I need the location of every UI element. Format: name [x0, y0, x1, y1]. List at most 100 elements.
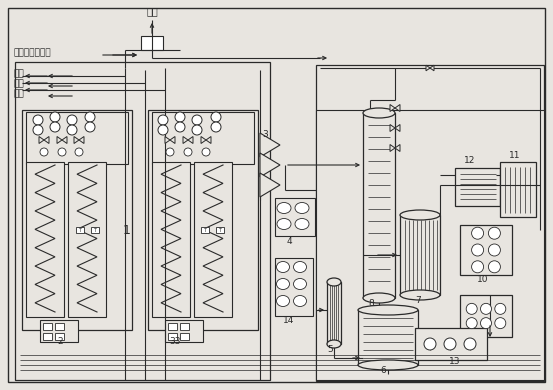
Circle shape — [85, 112, 95, 122]
Bar — [460, 225, 512, 275]
Bar — [275, 258, 313, 316]
Bar — [327, 282, 341, 344]
Bar — [22, 110, 132, 330]
Circle shape — [40, 148, 48, 156]
Text: T: T — [79, 228, 81, 233]
Circle shape — [175, 122, 185, 132]
Polygon shape — [57, 136, 62, 144]
Circle shape — [158, 125, 168, 135]
Bar — [180, 333, 189, 340]
Circle shape — [472, 261, 484, 273]
Bar — [168, 333, 177, 340]
Bar — [26, 162, 64, 317]
Bar — [55, 333, 64, 340]
Bar — [180, 323, 189, 330]
Polygon shape — [426, 65, 430, 71]
Circle shape — [50, 112, 60, 122]
Bar — [460, 295, 512, 337]
Bar — [152, 162, 190, 317]
Bar — [91, 227, 99, 233]
Circle shape — [67, 125, 77, 135]
Ellipse shape — [327, 278, 341, 286]
Text: 放空: 放空 — [146, 6, 158, 16]
Ellipse shape — [294, 296, 306, 307]
Bar — [165, 320, 203, 342]
Text: 33: 33 — [169, 337, 181, 346]
Text: 11: 11 — [509, 151, 521, 160]
Bar — [55, 323, 64, 330]
Circle shape — [158, 115, 168, 125]
Polygon shape — [165, 136, 170, 144]
Polygon shape — [390, 105, 395, 112]
Polygon shape — [44, 136, 49, 144]
Text: 3: 3 — [262, 130, 268, 139]
Ellipse shape — [400, 210, 440, 220]
Circle shape — [33, 115, 43, 125]
Text: 2: 2 — [57, 337, 63, 346]
Bar — [216, 227, 224, 233]
Bar — [316, 110, 544, 380]
Circle shape — [211, 122, 221, 132]
Polygon shape — [62, 136, 67, 144]
Bar — [168, 323, 177, 330]
Text: 14: 14 — [283, 316, 295, 325]
Circle shape — [444, 338, 456, 350]
Text: 空气: 空气 — [13, 89, 24, 98]
Polygon shape — [390, 145, 395, 151]
Bar — [316, 65, 544, 381]
Circle shape — [75, 148, 83, 156]
Polygon shape — [395, 124, 400, 131]
Ellipse shape — [294, 262, 306, 273]
Bar — [201, 227, 209, 233]
Polygon shape — [430, 65, 434, 71]
Ellipse shape — [358, 305, 418, 315]
Polygon shape — [39, 136, 44, 144]
Bar — [76, 227, 84, 233]
Circle shape — [488, 244, 500, 256]
Bar — [68, 162, 106, 317]
Polygon shape — [260, 133, 280, 157]
Polygon shape — [260, 173, 280, 197]
Circle shape — [211, 112, 221, 122]
Text: T: T — [93, 228, 97, 233]
Circle shape — [488, 261, 500, 273]
Bar — [455, 168, 500, 206]
Circle shape — [166, 148, 174, 156]
Circle shape — [184, 148, 192, 156]
Bar — [415, 328, 487, 360]
Text: T: T — [204, 228, 206, 233]
Circle shape — [466, 317, 477, 329]
Ellipse shape — [277, 202, 291, 213]
Bar — [148, 110, 258, 330]
Ellipse shape — [363, 108, 395, 118]
Text: 12: 12 — [465, 156, 476, 165]
Bar — [500, 162, 536, 217]
Text: 5: 5 — [327, 345, 333, 354]
Bar — [43, 323, 52, 330]
Circle shape — [175, 112, 185, 122]
Ellipse shape — [363, 293, 395, 303]
Ellipse shape — [276, 278, 290, 289]
Text: T: T — [218, 228, 222, 233]
Circle shape — [466, 303, 477, 314]
Polygon shape — [390, 124, 395, 131]
Ellipse shape — [400, 290, 440, 300]
Polygon shape — [74, 136, 79, 144]
Polygon shape — [206, 136, 211, 144]
Circle shape — [58, 148, 66, 156]
Polygon shape — [188, 136, 193, 144]
Polygon shape — [170, 136, 175, 144]
Circle shape — [50, 122, 60, 132]
Circle shape — [33, 125, 43, 135]
Polygon shape — [395, 105, 400, 112]
Ellipse shape — [277, 218, 291, 229]
Text: 6: 6 — [380, 366, 386, 375]
Bar — [26, 112, 128, 164]
Bar — [358, 310, 418, 365]
Bar — [275, 198, 315, 236]
Circle shape — [464, 338, 476, 350]
Text: 13: 13 — [449, 357, 461, 366]
Polygon shape — [395, 145, 400, 151]
Ellipse shape — [327, 340, 341, 348]
Text: 10: 10 — [477, 275, 489, 284]
